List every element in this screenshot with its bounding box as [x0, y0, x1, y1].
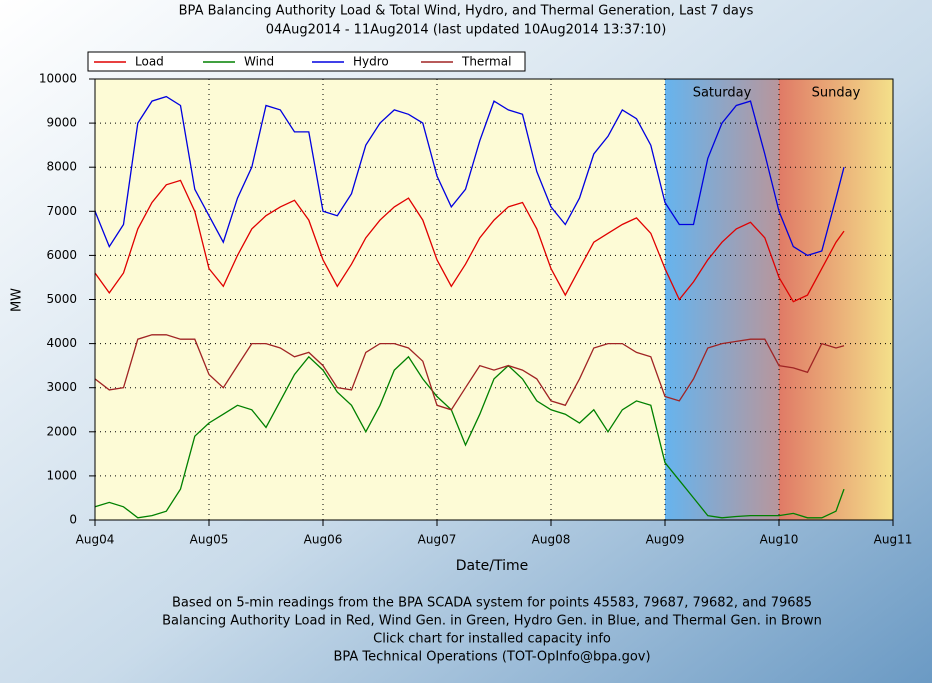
- x-axis-label: Date/Time: [456, 558, 528, 574]
- y-tick-label: 5000: [46, 292, 77, 306]
- y-tick-label: 6000: [46, 248, 77, 262]
- series-line: [94, 334, 845, 411]
- y-tick-label: 2000: [46, 424, 77, 438]
- x-tick-label: Aug07: [418, 533, 457, 547]
- chart-title: BPA Balancing Authority Load & Total Win…: [179, 4, 754, 19]
- legend-label: Wind: [244, 55, 274, 69]
- legend-label: Hydro: [353, 55, 389, 69]
- y-tick-label: 9000: [46, 116, 77, 130]
- note: Balancing Authority Load in Red, Wind Ge…: [162, 614, 822, 629]
- x-tick-label: Aug09: [646, 533, 685, 547]
- y-axis-label: MW: [10, 288, 25, 312]
- note: BPA Technical Operations (TOT-OpInfo@bpa…: [333, 650, 650, 665]
- x-tick-label: Aug11: [874, 533, 913, 547]
- band-label: Saturday: [693, 86, 752, 101]
- x-tick-label: Aug10: [760, 533, 799, 547]
- y-tick-label: 10000: [39, 72, 77, 86]
- legend-box: [87, 51, 526, 72]
- x-tick-label: Aug05: [190, 533, 229, 547]
- note: Click chart for installed capacity info: [373, 632, 611, 647]
- plot-frame: [94, 78, 894, 521]
- series-line: [94, 355, 845, 519]
- chart-subtitle: 04Aug2014 - 11Aug2014 (last updated 10Au…: [266, 23, 667, 38]
- y-tick-label: 7000: [46, 204, 77, 218]
- x-tick-label: Aug04: [76, 533, 115, 547]
- band-label: Sunday: [812, 86, 861, 101]
- series-line: [94, 95, 845, 257]
- y-tick-label: 0: [69, 513, 77, 527]
- x-tick-label: Aug08: [532, 533, 571, 547]
- y-tick-label: 3000: [46, 380, 77, 394]
- y-tick-label: 4000: [46, 336, 77, 350]
- note: Based on 5-min readings from the BPA SCA…: [172, 596, 812, 611]
- y-tick-label: 8000: [46, 160, 77, 174]
- legend-label: Load: [135, 55, 164, 69]
- series-line: [94, 179, 845, 303]
- legend-label: Thermal: [461, 55, 511, 69]
- y-tick-label: 1000: [46, 468, 77, 482]
- x-tick-label: Aug06: [304, 533, 343, 547]
